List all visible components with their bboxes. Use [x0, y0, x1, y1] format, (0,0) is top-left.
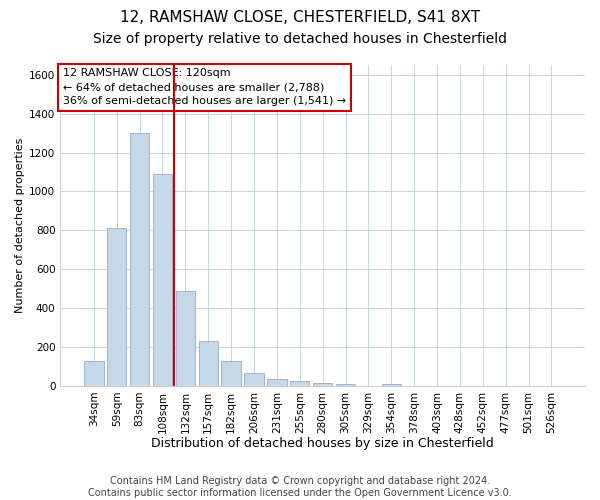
Bar: [153, 174, 172, 386]
Y-axis label: Number of detached properties: Number of detached properties: [15, 138, 25, 313]
Bar: [107, 228, 127, 386]
Bar: [221, 360, 241, 386]
Bar: [336, 384, 355, 386]
Text: 12 RAMSHAW CLOSE: 120sqm
← 64% of detached houses are smaller (2,788)
36% of sem: 12 RAMSHAW CLOSE: 120sqm ← 64% of detach…: [63, 68, 346, 106]
Bar: [382, 384, 401, 386]
Bar: [84, 360, 104, 386]
Bar: [199, 341, 218, 386]
Bar: [130, 133, 149, 386]
X-axis label: Distribution of detached houses by size in Chesterfield: Distribution of detached houses by size …: [151, 437, 494, 450]
Bar: [313, 383, 332, 386]
Text: 12, RAMSHAW CLOSE, CHESTERFIELD, S41 8XT: 12, RAMSHAW CLOSE, CHESTERFIELD, S41 8XT: [120, 10, 480, 25]
Bar: [290, 381, 310, 386]
Bar: [244, 373, 264, 386]
Bar: [267, 379, 287, 386]
Bar: [176, 290, 195, 386]
Text: Contains HM Land Registry data © Crown copyright and database right 2024.
Contai: Contains HM Land Registry data © Crown c…: [88, 476, 512, 498]
Text: Size of property relative to detached houses in Chesterfield: Size of property relative to detached ho…: [93, 32, 507, 46]
